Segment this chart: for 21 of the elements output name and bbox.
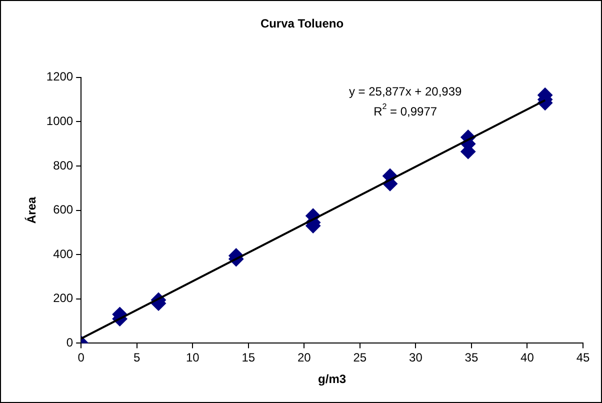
x-tick-label: 20 <box>297 350 312 365</box>
y-tick-label: 800 <box>53 158 74 172</box>
y-tick-label: 0 <box>66 336 74 350</box>
y-tick-label: 1200 <box>46 70 74 84</box>
x-tick-label: 45 <box>576 350 590 365</box>
y-tick-label: 400 <box>53 246 74 261</box>
annotation: y = 25,877x + 20,939 <box>348 84 462 98</box>
x-tick-label: 10 <box>186 350 200 365</box>
y-tick-label: 600 <box>53 202 74 217</box>
y-tick-label: 200 <box>53 291 74 306</box>
x-tick-label: 40 <box>520 350 534 365</box>
x-axis-title: g/m3 <box>318 372 346 386</box>
x-tick-label: 30 <box>409 350 423 365</box>
y-tick-label: 1000 <box>46 114 74 128</box>
x-tick-label: 25 <box>353 350 367 365</box>
x-tick-label: 0 <box>78 350 85 365</box>
chart-title: Curva Tolueno <box>260 16 344 31</box>
y-axis-title: Área <box>24 196 39 224</box>
x-tick-label: 35 <box>464 350 478 365</box>
x-tick-label: 5 <box>134 350 141 365</box>
x-tick-label: 15 <box>242 350 256 365</box>
